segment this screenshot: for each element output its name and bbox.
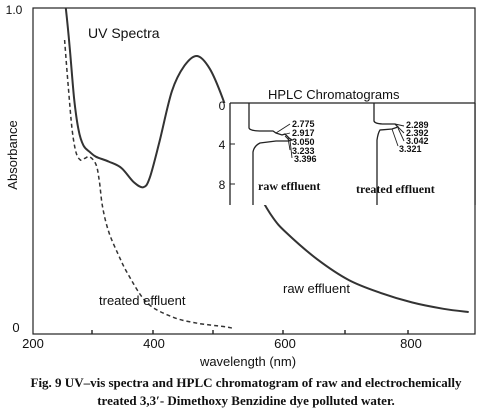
treated-effluent-annotation: treated effluent: [99, 293, 186, 308]
hplc-leader: [284, 135, 291, 142]
y-axis-label: Absorbance: [5, 120, 20, 189]
hplc-treated-label: treated effluent: [356, 182, 435, 196]
hplc-peak-label: 3.396: [294, 154, 317, 164]
raw-effluent-line: [64, 7, 469, 313]
hplc-y-tick-label: 8: [219, 178, 226, 192]
hplc-leader: [397, 127, 405, 142]
series-layer: [63, 7, 469, 329]
x-tick-label: 400: [143, 336, 165, 351]
hplc-inset-background: [218, 103, 475, 205]
x-tick-label: 600: [274, 336, 296, 351]
hplc-y-tick-label: 4: [219, 138, 226, 152]
hplc-leader: [289, 139, 293, 159]
hplc-peak-label: 2.289: [406, 120, 429, 130]
hplc-leader: [394, 123, 405, 127]
figure-caption: Fig. 9 UV–vis spectra and HPLC chromatog…: [0, 374, 492, 410]
x-axis-label: wavelength (nm): [199, 354, 296, 369]
hplc-leader: [391, 128, 399, 147]
hplc-peak-label: 3.321: [399, 144, 422, 154]
caption-line-2: treated 3,3′- Dimethoxy Benzidine dye po…: [97, 393, 395, 408]
hplc-peak-label: 2.775: [292, 119, 315, 129]
raw-effluent-annotation: raw effluent: [283, 281, 350, 296]
hplc-leader: [396, 125, 405, 134]
uv-spectra-title: UV Spectra: [88, 25, 160, 41]
hplc-treated-peak-labels: 2.289 2.392 3.042 3.321: [399, 120, 429, 154]
treated-effluent-line: [63, 39, 233, 329]
hplc-y-tick-label: 0: [219, 99, 226, 113]
hplc-peak-label: 3.233: [292, 146, 315, 156]
hplc-leader: [275, 123, 291, 134]
hplc-treated-leaders: [391, 123, 405, 147]
y-tick-label: 1.0: [6, 3, 23, 17]
hplc-raw-label: raw effluent: [258, 179, 320, 193]
hplc-raw-leaders: [275, 123, 293, 159]
x-tick-marks: [91, 330, 409, 334]
hplc-peak-label: 2.917: [292, 128, 315, 138]
hplc-leader: [281, 132, 291, 136]
x-tick-label: 200: [22, 336, 44, 351]
hplc-title: HPLC Chromatograms: [268, 87, 400, 102]
hplc-peak-label: 3.050: [292, 137, 315, 147]
hplc-peak-label: 3.042: [406, 136, 429, 146]
hplc-inset: HPLC Chromatograms 0 4 8 2.775 2.917 3.0…: [218, 87, 476, 205]
hplc-peak-label: 2.392: [406, 128, 429, 138]
caption-line-1: Fig. 9 UV–vis spectra and HPLC chromatog…: [30, 375, 462, 390]
x-tick-label: 800: [400, 336, 422, 351]
hplc-raw-peak-labels: 2.775 2.917 3.050 3.233 3.396: [292, 119, 317, 164]
hplc-leader: [287, 137, 291, 151]
hplc-raw-trace: [248, 103, 294, 205]
y-tick-label: 0: [12, 320, 19, 335]
